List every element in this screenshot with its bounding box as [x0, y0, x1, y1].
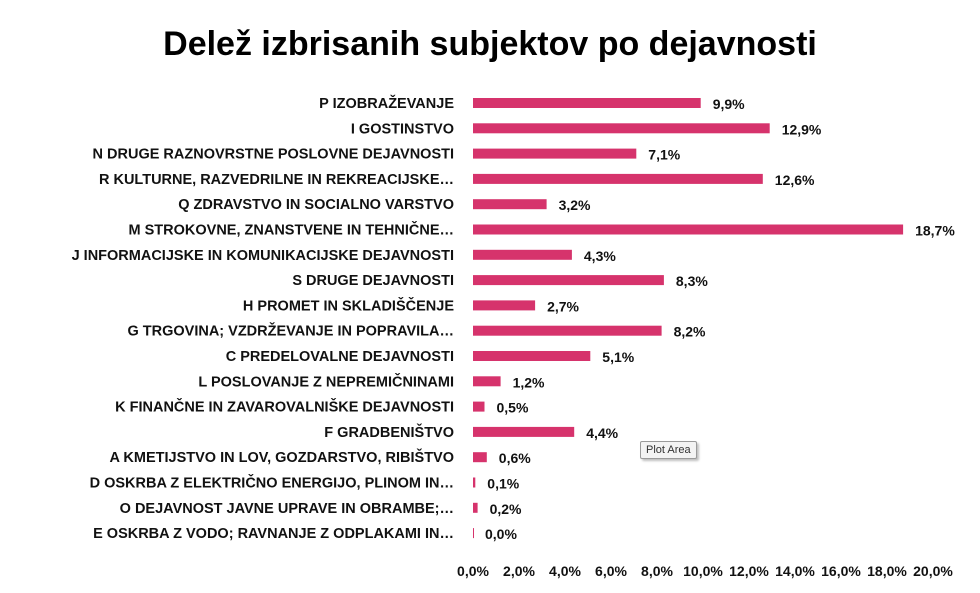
- data-label: 4,4%: [586, 425, 618, 441]
- bar: [473, 376, 501, 387]
- x-tick-label: 16,0%: [821, 563, 861, 579]
- bar: [473, 477, 476, 488]
- category-label: H PROMET IN SKLADIŠČENJE: [243, 296, 454, 314]
- bar: [473, 224, 904, 235]
- bar: [473, 325, 662, 336]
- category-label: O DEJAVNOST JAVNE UPRAVE IN OBRAMBE;…: [120, 501, 454, 517]
- x-tick-label: 4,0%: [549, 563, 581, 579]
- bar: [473, 426, 575, 437]
- category-label: J INFORMACIJSKE IN KOMUNIKACIJSKE DEJAVN…: [72, 248, 454, 264]
- x-tick-label: 2,0%: [503, 563, 535, 579]
- category-label: I GOSTINSTVO: [351, 121, 454, 137]
- bar: [473, 148, 637, 159]
- category-label: E OSKRBA Z VODO; RAVNANJE Z ODPLAKAMI IN…: [93, 526, 454, 542]
- bar: [473, 249, 572, 260]
- bars-group: [473, 98, 904, 539]
- x-tick-label: 20,0%: [913, 563, 953, 579]
- data-label: 0,2%: [490, 501, 522, 517]
- data-label: 0,5%: [497, 400, 529, 416]
- category-label: C PREDELOVALNE DEJAVNOSTI: [226, 349, 454, 365]
- category-label: S DRUGE DEJAVNOSTI: [292, 273, 454, 289]
- data-label: 8,2%: [674, 324, 706, 340]
- data-label: 0,6%: [499, 450, 531, 466]
- data-label: 8,3%: [676, 273, 708, 289]
- chart-title: Delež izbrisanih subjektov po dejavnosti: [163, 25, 817, 63]
- x-tick-label: 0,0%: [457, 563, 489, 579]
- bar: [473, 123, 770, 134]
- x-axis-tick-labels: 0,0% 2,0% 4,0% 6,0% 8,0% 10,0% 12,0% 14,0% 16,0%…: [457, 563, 953, 579]
- data-label: 2,7%: [547, 298, 579, 314]
- bar: [473, 528, 474, 539]
- category-label: L POSLOVANJE Z NEPREMIČNINAMI: [198, 372, 454, 390]
- bar: [473, 199, 547, 210]
- category-label: Q ZDRAVSTVO IN SOCIALNO VARSTVO: [178, 197, 454, 213]
- data-label: 3,2%: [559, 197, 591, 213]
- value-labels: 9,9% 12,9% 7,1% 12,6% 3,2% 18,7% 4,3% 8,3% 2,7% 8…: [485, 96, 955, 542]
- x-tick-label: 12,0%: [729, 563, 769, 579]
- category-label: M STROKOVNE, ZNANSTVENE IN TEHNIČNE…: [129, 221, 454, 239]
- data-label: 1,2%: [513, 374, 545, 390]
- bar: [473, 300, 536, 311]
- data-label: 9,9%: [713, 96, 745, 112]
- category-label: F GRADBENIŠTVO: [324, 423, 454, 441]
- category-label: A KMETIJSTVO IN LOV, GOZDARSTVO, RIBIŠTV…: [109, 448, 454, 466]
- bar: [473, 401, 485, 412]
- x-tick-label: 10,0%: [683, 563, 723, 579]
- category-label: D OSKRBA Z ELEKTRIČNO ENERGIJO, PLINOM I…: [90, 474, 454, 492]
- bar: [473, 502, 478, 513]
- data-label: 0,0%: [485, 526, 517, 542]
- data-label: 18,7%: [915, 223, 955, 239]
- bar: [473, 452, 487, 463]
- bar: [473, 275, 664, 286]
- bar: [473, 173, 763, 184]
- category-label: R KULTURNE, RAZVEDRILNE IN REKREACIJSKE…: [99, 172, 454, 188]
- category-label: K FINANČNE IN ZAVAROVALNIŠKE DEJAVNOSTI: [115, 398, 454, 416]
- data-label: 7,1%: [648, 147, 680, 163]
- bar: [473, 98, 701, 108]
- x-tick-label: 14,0%: [775, 563, 815, 579]
- category-labels: P IZOBRAŽEVANJE I GOSTINSTVO N DRUGE RAZNO…: [72, 94, 455, 542]
- x-tick-label: 8,0%: [641, 563, 673, 579]
- data-label: 12,9%: [782, 121, 822, 137]
- category-label: P IZOBRAŽEVANJE: [319, 94, 454, 112]
- bar: [473, 351, 591, 361]
- plot-area-tooltip: Plot Area: [640, 441, 697, 459]
- data-label: 0,1%: [487, 476, 519, 492]
- data-label: 4,3%: [584, 248, 616, 264]
- x-tick-label: 18,0%: [867, 563, 907, 579]
- data-label: 12,6%: [775, 172, 815, 188]
- category-label: G TRGOVINA; VZDRŽEVANJE IN POPRAVILA…: [127, 322, 454, 340]
- x-tick-label: 6,0%: [595, 563, 627, 579]
- category-label: N DRUGE RAZNOVRSTNE POSLOVNE DEJAVNOSTI: [93, 147, 454, 163]
- data-label: 5,1%: [602, 349, 634, 365]
